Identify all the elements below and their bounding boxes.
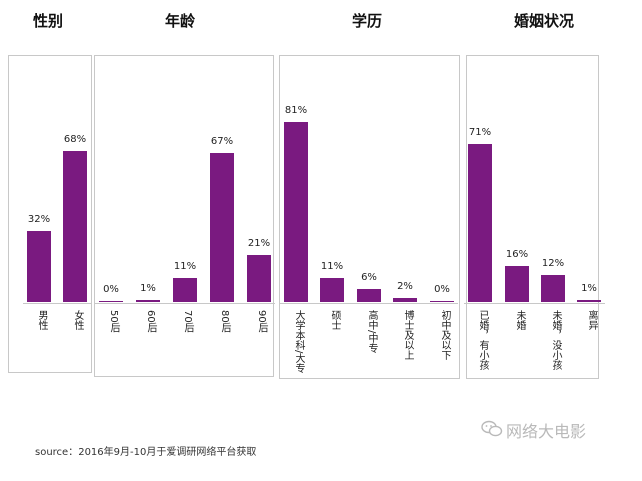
- category-label-education-4: 初中及以下: [439, 310, 450, 360]
- education-baseline: [280, 303, 458, 304]
- data-label-gender-0: 32%: [27, 213, 51, 225]
- category-label-age-1: 60后: [145, 310, 156, 333]
- data-label-education-1: 11%: [320, 260, 344, 272]
- bar-marital-3: [577, 299, 601, 302]
- data-label-gender-1: 68%: [63, 133, 87, 145]
- data-label-marital-1: 16%: [505, 249, 529, 261]
- watermark-label: 网络大电影: [506, 422, 587, 441]
- category-label-gender-1: 女性: [72, 310, 83, 330]
- data-label-age-2: 11%: [173, 260, 197, 272]
- wechat-icon: [481, 420, 503, 437]
- bar-age-3: [210, 152, 234, 302]
- bar-age-4: [247, 255, 271, 302]
- category-label-education-3: 博士及以上: [402, 310, 413, 360]
- category-label-age-2: 70后: [182, 310, 193, 333]
- category-label-age-3: 80后: [219, 310, 230, 333]
- data-label-age-1: 1%: [140, 282, 156, 294]
- bar-marital-1: [505, 266, 529, 302]
- bar-education-2: [357, 288, 381, 302]
- bar-gender-1: [63, 150, 87, 302]
- watermark-text: 网络大电影: [480, 418, 586, 442]
- category-label-age-4: 90后: [256, 310, 267, 333]
- category-label-marital-0: 已婚，有小孩: [477, 310, 488, 370]
- age-panel: [94, 55, 274, 377]
- data-label-marital-0: 71%: [468, 127, 492, 139]
- category-label-marital-2: 未婚，没小孩: [550, 310, 561, 370]
- gender-baseline: [23, 303, 91, 304]
- category-label-education-2: 高中/中专: [366, 310, 377, 354]
- category-label-education-0: 大学本科/大专: [293, 310, 304, 374]
- bar-age-0: [99, 300, 123, 302]
- source-note: source：2016年9月-10月于爱调研网络平台获取: [35, 447, 257, 458]
- data-label-age-3: 67%: [210, 135, 234, 147]
- age-baseline: [95, 303, 275, 304]
- category-label-marital-1: 未婚: [514, 310, 525, 330]
- education-chart-title: 学历: [352, 12, 383, 30]
- marital-panel: [466, 55, 599, 379]
- bar-education-4: [430, 300, 454, 302]
- bar-education-0: [284, 121, 308, 302]
- marital-chart-title: 婚姻状况: [514, 12, 575, 30]
- bar-marital-2: [541, 275, 565, 302]
- bar-marital-0: [468, 144, 492, 302]
- bar-age-2: [173, 277, 197, 302]
- data-label-education-4: 0%: [434, 283, 450, 295]
- gender-panel: [8, 55, 92, 373]
- gender-chart-title: 性别: [33, 12, 64, 30]
- data-label-age-0: 0%: [103, 283, 119, 295]
- education-panel: [279, 55, 460, 379]
- bar-education-3: [393, 297, 417, 302]
- bar-age-1: [136, 299, 160, 302]
- category-label-age-0: 50后: [108, 310, 119, 333]
- marital-baseline: [464, 303, 605, 304]
- category-label-marital-3: 离异: [586, 310, 597, 330]
- age-chart-title: 年龄: [165, 12, 196, 30]
- data-label-education-2: 6%: [361, 271, 377, 283]
- data-label-marital-3: 1%: [581, 282, 597, 294]
- data-label-education-0: 81%: [284, 104, 308, 116]
- category-label-gender-0: 男性: [36, 310, 47, 330]
- data-label-age-4: 21%: [247, 238, 271, 250]
- data-label-marital-2: 12%: [541, 258, 565, 270]
- category-label-education-1: 硕士: [329, 310, 340, 330]
- data-label-education-3: 2%: [397, 280, 413, 292]
- bar-education-1: [320, 277, 344, 302]
- bar-gender-0: [27, 230, 51, 302]
